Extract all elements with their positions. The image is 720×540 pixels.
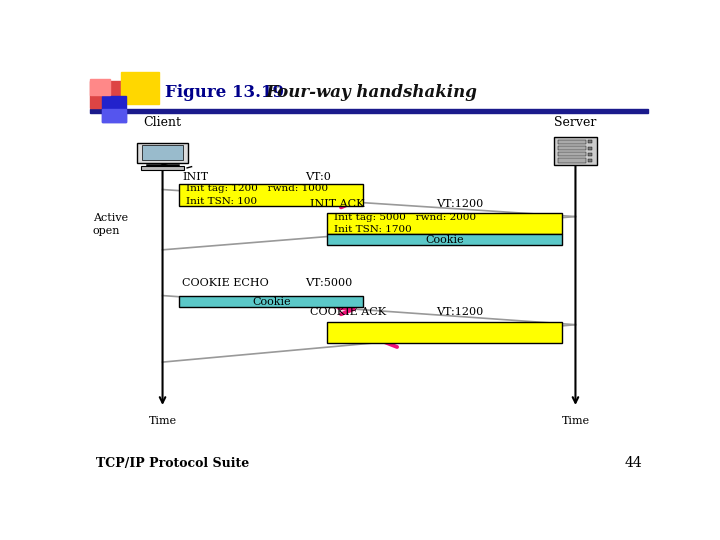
FancyBboxPatch shape xyxy=(588,153,593,156)
FancyBboxPatch shape xyxy=(588,159,593,162)
Text: Server: Server xyxy=(554,116,597,129)
Bar xyxy=(102,97,126,122)
Text: Init tag: 1200   rwnd: 1000
Init TSN: 100: Init tag: 1200 rwnd: 1000 Init TSN: 100 xyxy=(186,185,328,206)
FancyBboxPatch shape xyxy=(557,158,585,163)
Text: INIT: INIT xyxy=(182,172,208,182)
Text: Client: Client xyxy=(143,116,181,129)
Text: VT:1200: VT:1200 xyxy=(436,307,483,317)
Text: VT:1200: VT:1200 xyxy=(436,199,483,209)
Text: Init tag: 5000   rwnd: 2000
Init TSN: 1700: Init tag: 5000 rwnd: 2000 Init TSN: 1700 xyxy=(334,213,476,234)
Text: VT:0: VT:0 xyxy=(305,172,330,182)
Text: Four-way handshaking: Four-way handshaking xyxy=(249,84,477,101)
FancyBboxPatch shape xyxy=(138,143,188,163)
Bar xyxy=(90,82,121,109)
FancyBboxPatch shape xyxy=(588,140,593,144)
Text: Figure 13.19: Figure 13.19 xyxy=(166,84,284,101)
Text: VT:5000: VT:5000 xyxy=(305,278,352,288)
FancyBboxPatch shape xyxy=(179,184,364,206)
Text: Active
open: Active open xyxy=(93,213,128,237)
FancyBboxPatch shape xyxy=(557,146,585,150)
Text: COOKIE ACK: COOKIE ACK xyxy=(310,307,387,317)
Text: Cookie: Cookie xyxy=(252,296,291,307)
FancyBboxPatch shape xyxy=(327,213,562,234)
Bar xyxy=(90,109,648,113)
Bar xyxy=(90,79,109,94)
FancyBboxPatch shape xyxy=(327,234,562,245)
Text: COOKIE ECHO: COOKIE ECHO xyxy=(182,278,269,288)
Text: Time: Time xyxy=(562,416,590,426)
FancyBboxPatch shape xyxy=(588,147,593,150)
Text: INIT ACK: INIT ACK xyxy=(310,199,365,209)
Text: Cookie: Cookie xyxy=(425,235,464,245)
FancyBboxPatch shape xyxy=(557,140,585,144)
FancyBboxPatch shape xyxy=(327,322,562,343)
Text: 44: 44 xyxy=(625,456,642,470)
FancyBboxPatch shape xyxy=(141,166,184,170)
Bar xyxy=(102,109,126,122)
FancyBboxPatch shape xyxy=(557,152,585,156)
Text: TCP/IP Protocol Suite: TCP/IP Protocol Suite xyxy=(96,457,249,470)
FancyBboxPatch shape xyxy=(142,145,183,160)
Text: Time: Time xyxy=(148,416,176,426)
FancyBboxPatch shape xyxy=(554,137,597,165)
Bar xyxy=(121,72,158,104)
FancyBboxPatch shape xyxy=(179,296,364,307)
